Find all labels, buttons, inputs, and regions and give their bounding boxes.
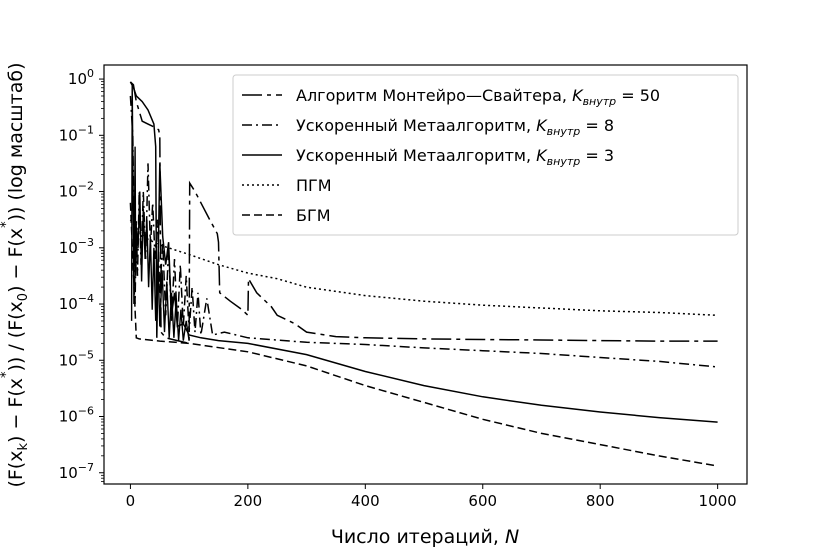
legend-entry: Алгоритм Монтейро—Свайтера, Kвнутр = 50 [296, 86, 660, 108]
y-axis-label: (F(xk) − F(x*)) / (F(x0) − F(x*)) (log м… [0, 62, 31, 487]
y-tick-label: 10−6 [59, 405, 94, 426]
y-tick-label: 100 [68, 67, 94, 88]
x-tick-label: 0 [126, 492, 136, 510]
y-tick-label: 10−2 [59, 180, 94, 201]
plot-frame [103, 64, 748, 485]
legend-box [232, 74, 739, 236]
legend-entry: Ускоренный Метаалгоритм, Kвнутр = 3 [296, 146, 614, 168]
y-tick-label: 10−7 [59, 461, 94, 482]
y-tick-label: 10−3 [59, 236, 94, 257]
series-line-1 [129, 81, 718, 345]
x-tick-label: 800 [586, 492, 615, 510]
legend-entry: БГМ [296, 206, 331, 225]
legend-entry: Ускоренный Метаалгоритм, Kвнутр = 8 [296, 116, 614, 138]
x-axis: 0 200 400 600 800 1000 [126, 484, 737, 510]
series-line-3-oscillation [130, 84, 190, 341]
x-tick-label: 1000 [699, 492, 737, 510]
y-tick-label: 10−1 [59, 123, 94, 144]
series-line-4 [129, 219, 718, 317]
x-tick-label: 600 [468, 492, 497, 510]
plot-lines [129, 81, 718, 467]
y-tick-label: 10−4 [59, 292, 94, 313]
series-line-5 [129, 202, 718, 467]
legend-entry: ПГМ [296, 176, 332, 195]
legend: Алгоритм Монтейро—Свайтера, Kвнутр = 50 У… [232, 74, 739, 236]
y-axis: 100 10−1 10−2 10−3 10−4 10−5 10−6 10−7 [59, 67, 104, 482]
x-tick-label: 200 [234, 492, 263, 510]
x-tick-label: 400 [351, 492, 380, 510]
x-axis-label: Число итераций, N [331, 526, 519, 548]
y-tick-label: 10−5 [59, 348, 94, 369]
